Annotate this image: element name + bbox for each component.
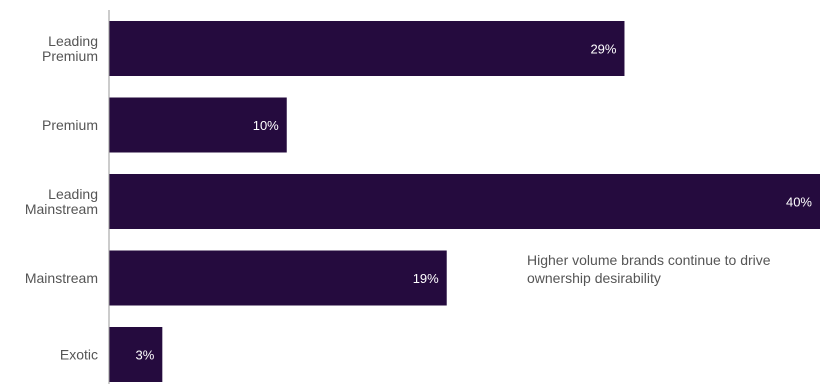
data-label: 19% [413, 271, 439, 286]
bar [109, 327, 163, 382]
bar [109, 174, 820, 229]
category-label: Leading Mainstream [25, 186, 98, 217]
chart-annotation: Higher volume brands continue to drive o… [527, 252, 771, 286]
category-label: Premium [42, 117, 98, 133]
data-label: 3% [136, 348, 155, 363]
bar [109, 97, 287, 153]
data-label: 10% [253, 118, 279, 133]
category-label: Leading Premium [42, 33, 98, 64]
data-label: 29% [590, 42, 616, 57]
category-label: Exotic [60, 347, 98, 363]
bar [109, 21, 625, 76]
category-label: Mainstream [25, 270, 98, 286]
data-label: 40% [786, 195, 812, 210]
bar [109, 250, 447, 306]
